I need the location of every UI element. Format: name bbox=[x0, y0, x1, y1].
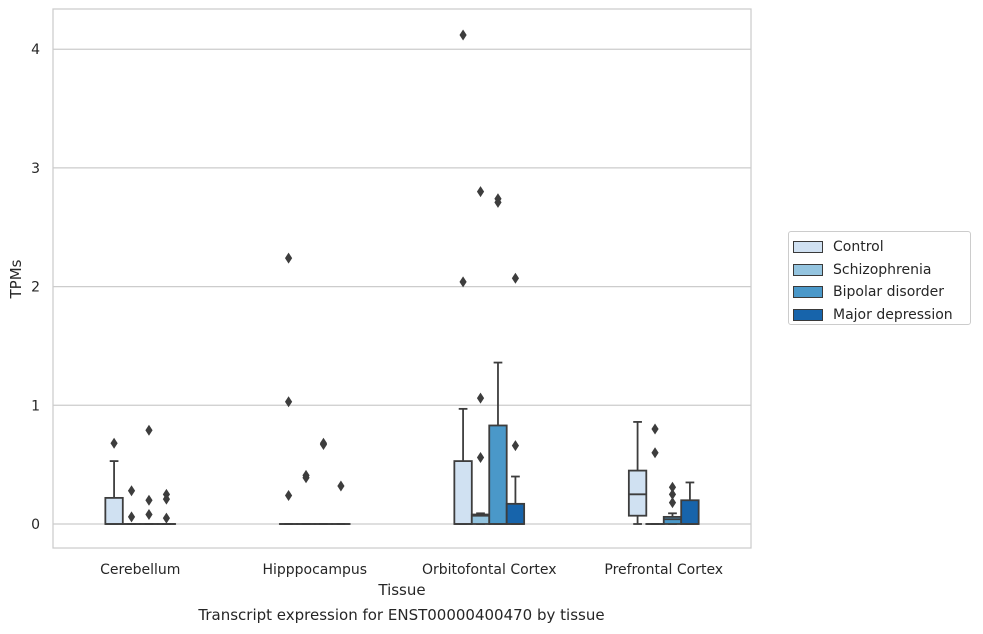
outlier-point bbox=[284, 396, 293, 408]
box-2-1 bbox=[313, 437, 334, 525]
outlier-point bbox=[284, 490, 293, 502]
box-1-0 bbox=[121, 485, 142, 525]
box-3-3 bbox=[680, 481, 700, 525]
legend-swatch-bipolar-disorder bbox=[793, 286, 823, 299]
outlier-point bbox=[302, 472, 310, 484]
tick-labels: 0 1 2 3 4 Cerebellum Hipppocampus Orbitofontal … bbox=[31, 42, 723, 578]
y-tick-label: 2 bbox=[31, 280, 40, 296]
y-tick-label: 3 bbox=[31, 161, 40, 177]
box-0-3 bbox=[627, 421, 648, 525]
box-0-1 bbox=[278, 252, 299, 525]
box-3-0 bbox=[156, 488, 177, 525]
outlier-point bbox=[651, 447, 659, 459]
box-1-3 bbox=[645, 423, 665, 525]
box-1-2 bbox=[470, 186, 491, 525]
y-tick-label: 1 bbox=[31, 398, 40, 414]
x-tick-label: Prefrontal Cortex bbox=[604, 562, 723, 578]
outlier-point bbox=[459, 276, 467, 288]
legend-swatch-major-depression bbox=[793, 308, 823, 321]
outlier-point bbox=[145, 509, 153, 521]
outlier-point bbox=[319, 438, 328, 450]
legend-item-major-depression: Major depression bbox=[793, 304, 970, 327]
outlier-point bbox=[511, 440, 520, 452]
outlier-point bbox=[145, 494, 153, 506]
outlier-point bbox=[127, 485, 136, 497]
box-2-3 bbox=[662, 481, 683, 525]
box-rect bbox=[662, 515, 683, 525]
outlier-point bbox=[476, 452, 485, 464]
x-axis-label: Tissue bbox=[377, 581, 425, 599]
outlier-point bbox=[110, 437, 118, 449]
box-3-2 bbox=[505, 272, 526, 525]
outlier-point bbox=[668, 488, 677, 500]
outlier-point bbox=[284, 252, 293, 264]
box-rect bbox=[104, 496, 124, 525]
box-0-0 bbox=[104, 437, 124, 525]
legend-swatch-schizophrenia bbox=[793, 263, 823, 276]
box-rect bbox=[627, 469, 648, 517]
legend-label-bipolar-disorder: Bipolar disorder bbox=[833, 284, 945, 301]
outlier-point bbox=[127, 511, 136, 523]
legend-label-schizophrenia: Schizophrenia bbox=[833, 261, 932, 278]
box-2-0 bbox=[139, 424, 159, 525]
outlier-point bbox=[668, 497, 677, 509]
y-axis-label: TPMs bbox=[7, 259, 25, 299]
outlier-point bbox=[162, 493, 171, 505]
outlier-point bbox=[668, 481, 677, 493]
box-rect bbox=[680, 499, 700, 525]
y-tick-label: 0 bbox=[31, 517, 40, 533]
box-layer bbox=[104, 29, 700, 525]
outlier-point bbox=[494, 196, 502, 208]
y-tick-label: 4 bbox=[31, 42, 40, 58]
box-1-1 bbox=[296, 469, 316, 525]
plot-frame bbox=[52, 8, 752, 549]
box-rect bbox=[453, 460, 473, 525]
box-0-2 bbox=[453, 29, 473, 525]
x-tick-label: Hipppocampus bbox=[262, 562, 367, 578]
outlier-point bbox=[459, 29, 467, 41]
outlier-point bbox=[651, 423, 659, 435]
x-tick-label: Orbitofontal Cortex bbox=[422, 562, 557, 578]
legend-item-control: Control bbox=[793, 236, 970, 259]
legend: Control Schizophrenia Bipolar disorder M… bbox=[788, 231, 971, 325]
legend-label-control: Control bbox=[833, 239, 884, 256]
outlier-point bbox=[337, 480, 345, 492]
grid-lines bbox=[53, 48, 751, 525]
chart-caption: Transcript expression for ENST0000040047… bbox=[198, 606, 605, 624]
x-tick-label: Cerebellum bbox=[100, 562, 180, 578]
box-2-2 bbox=[488, 193, 508, 525]
box-rect bbox=[488, 424, 508, 525]
legend-label-major-depression: Major depression bbox=[833, 306, 953, 323]
legend-swatch-control bbox=[793, 241, 823, 254]
outlier-point bbox=[476, 392, 485, 404]
outlier-point bbox=[476, 186, 485, 198]
outlier-point bbox=[511, 272, 520, 284]
box-3-1 bbox=[331, 480, 351, 525]
outlier-point bbox=[162, 512, 171, 524]
legend-item-schizophrenia: Schizophrenia bbox=[793, 259, 970, 282]
legend-item-bipolar-disorder: Bipolar disorder bbox=[793, 281, 970, 304]
outlier-point bbox=[145, 424, 153, 436]
box-rect bbox=[505, 502, 526, 525]
